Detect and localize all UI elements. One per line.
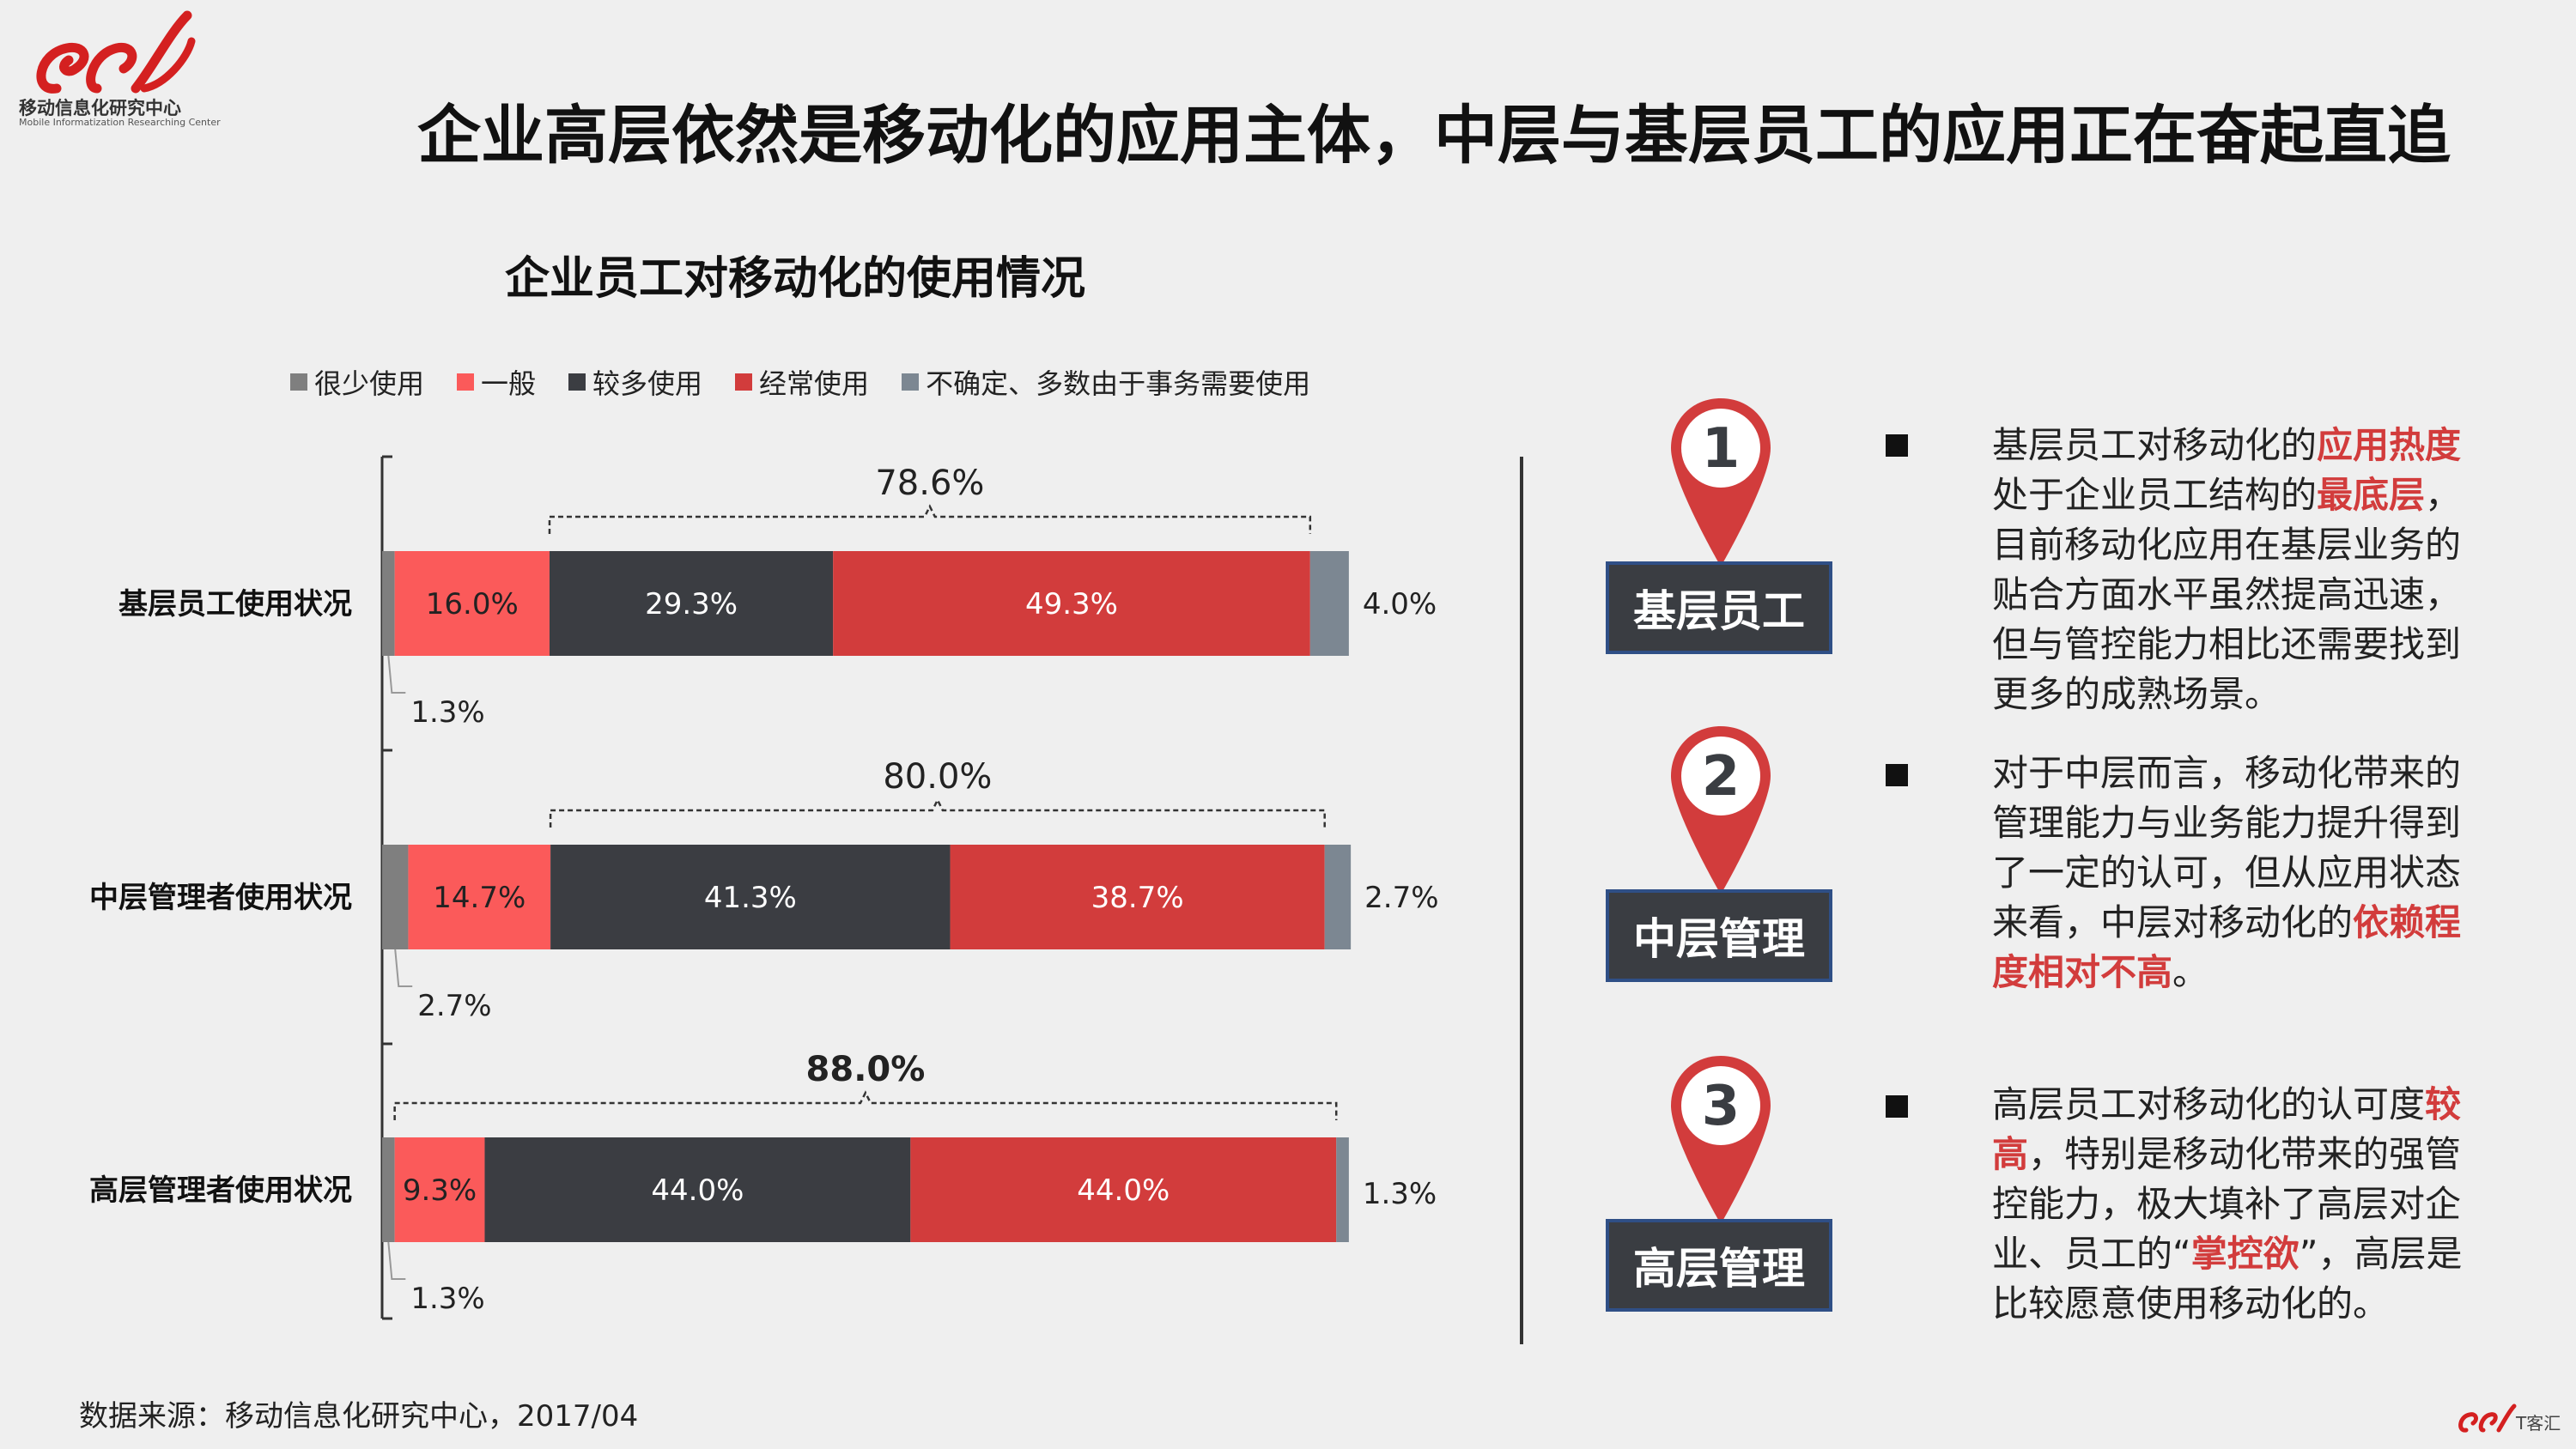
chart-legend: 很少使用 一般 较多使用 经常使用 不确定、多数由于事务需要使用: [290, 362, 1310, 402]
legend-item-general: 一般: [457, 362, 536, 402]
legend-swatch: [735, 373, 753, 391]
bar-segment-general: [394, 1137, 485, 1242]
logo-org-name: 移动信息化研究中心: [19, 98, 181, 118]
page-title: 企业高层依然是移动化的应用主体，中层与基层员工的应用正在奋起直追: [417, 99, 2451, 173]
bracket: [393, 1090, 1338, 1120]
data-label-often: 44.0%: [1077, 1173, 1170, 1208]
point-label: 中层管理: [1606, 889, 1832, 982]
body-text: ”，高层是比较愿意使用移动化的。: [1992, 1233, 2463, 1325]
point-description: 高层员工对移动化的认可度较高，特别是移动化带来的强管控能力，极大填补了高层对企业…: [1992, 1080, 2490, 1329]
bar-segment-uncertain: [1336, 1137, 1349, 1242]
bar-segment-general: [394, 551, 550, 656]
legend-swatch: [902, 373, 920, 391]
point-label: 基层员工: [1606, 561, 1832, 654]
data-source: 数据来源：移动信息化研究中心，2017/04: [79, 1399, 639, 1434]
category-label: 基层员工使用状况: [118, 587, 352, 621]
map-pin-icon: 3: [1671, 1056, 1771, 1224]
body-text: ，特别是移动化带来的强管控能力，极大填补了高层对企业、员工的“: [1992, 1133, 2462, 1275]
legend-label: 较多使用: [592, 367, 703, 400]
point-label: 高层管理: [1606, 1219, 1832, 1312]
bar-segment-more: [549, 551, 834, 656]
legend-label: 一般: [481, 367, 537, 400]
legend-item-often: 经常使用: [735, 362, 869, 402]
data-label-very-little: 2.7%: [417, 989, 491, 1023]
highlight-text: 掌控欲: [2190, 1233, 2300, 1275]
bar-segment-very-little: [382, 551, 395, 656]
legend-label: 很少使用: [314, 367, 425, 400]
bar-segment-uncertain: [1324, 845, 1352, 949]
data-label-more: 29.3%: [645, 587, 738, 621]
bullet-icon: [1886, 434, 1908, 457]
body-text: 高层员工对移动化的认可度: [1992, 1083, 2426, 1125]
data-label-very-little: 1.3%: [410, 1282, 484, 1316]
point-description: 基层员工对移动化的应用热度处于企业员工结构的最底层，目前移动化应用在基层业务的贴…: [1992, 421, 2490, 719]
highlight-text: 依赖程度相对不高: [1992, 901, 2462, 993]
logo-icon: [36, 10, 196, 94]
category-label: 高层管理者使用状况: [89, 1173, 352, 1208]
bracket-label: 78.6%: [875, 464, 984, 503]
bar-segment-very-little: [382, 845, 409, 949]
body-text: 基层员工对移动化的: [1992, 424, 2318, 466]
body-text: 处于企业员工结构的: [1992, 474, 2318, 516]
pin-number: 2: [1702, 745, 1741, 809]
footer-logo-icon: [2458, 1404, 2517, 1433]
point-description: 对于中层而言，移动化带来的管理能力与业务能力提升得到了一定的认可，但从应用状态来…: [1992, 749, 2490, 997]
logo-org-name-en: Mobile Informatization Researching Cente…: [19, 117, 221, 128]
map-pin-icon: 1: [1671, 398, 1771, 567]
highlight-text: 应用热度: [2317, 424, 2462, 466]
body-text: 对于中层而言，移动化带来的管理能力与业务能力提升得到了一定的认可，但从应用状态来…: [1992, 752, 2462, 943]
highlight-text: 最底层: [2317, 474, 2426, 516]
leader-line: [387, 1241, 406, 1280]
data-label-uncertain: 1.3%: [1363, 1177, 1437, 1211]
bullet-icon: [1886, 764, 1908, 786]
leader-line: [394, 949, 413, 987]
bar-segment-general: [408, 845, 551, 949]
legend-swatch: [290, 373, 307, 391]
leader-line: [387, 655, 406, 694]
map-pin-icon: 2: [1671, 726, 1771, 894]
data-label-often: 49.3%: [1025, 587, 1118, 621]
bar-segment-often: [833, 551, 1310, 656]
data-label-very-little: 1.3%: [410, 695, 484, 730]
data-label-uncertain: 4.0%: [1363, 587, 1437, 621]
data-label-more: 41.3%: [704, 881, 797, 915]
data-label-general: 9.3%: [403, 1173, 477, 1208]
bar-segment-often: [950, 845, 1325, 949]
legend-item-more: 较多使用: [568, 362, 702, 402]
bar-segment-often: [910, 1137, 1337, 1242]
legend-item-uncertain: 不确定、多数由于事务需要使用: [902, 362, 1310, 402]
pin-number: 3: [1702, 1075, 1741, 1138]
legend-label: 不确定、多数由于事务需要使用: [926, 367, 1311, 400]
highlight-text: 较高: [1992, 1083, 2462, 1175]
legend-swatch: [457, 373, 475, 391]
bracket-label: 80.0%: [883, 757, 992, 797]
data-label-general: 14.7%: [433, 881, 526, 915]
data-label-uncertain: 2.7%: [1364, 881, 1438, 915]
data-label-general: 16.0%: [426, 587, 519, 621]
footer-tag: T客汇: [2516, 1413, 2561, 1434]
stacked-bar-chart: 基层员工使用状况 16.0% 29.3% 49.3% 4.0% 1.3% 78.6% 中层管理…: [89, 455, 1439, 1320]
bracket: [549, 797, 1326, 828]
section-divider: [1520, 457, 1523, 1344]
chart-title: 企业员工对移动化的使用情况: [505, 253, 1086, 305]
bracket-label: 88.0%: [806, 1050, 926, 1089]
pin-number: 1: [1702, 417, 1741, 481]
data-label-often: 38.7%: [1091, 881, 1184, 915]
bar-segment-more: [550, 845, 951, 949]
bar-segment-very-little: [382, 1137, 395, 1242]
bullet-icon: [1886, 1095, 1908, 1118]
data-label-more: 44.0%: [651, 1173, 744, 1208]
body-text: 。: [2172, 951, 2209, 993]
bar-segment-uncertain: [1309, 551, 1349, 656]
bar-segment-more: [484, 1137, 911, 1242]
legend-item-very-little: 很少使用: [290, 362, 424, 402]
body-text: ，目前移动化应用在基层业务的贴合方面水平虽然提高迅速，但与管控能力相比还需要找到…: [1992, 474, 2462, 715]
bracket: [548, 504, 1312, 534]
legend-swatch: [568, 373, 586, 391]
category-label: 中层管理者使用状况: [89, 881, 352, 915]
legend-label: 经常使用: [759, 367, 870, 400]
